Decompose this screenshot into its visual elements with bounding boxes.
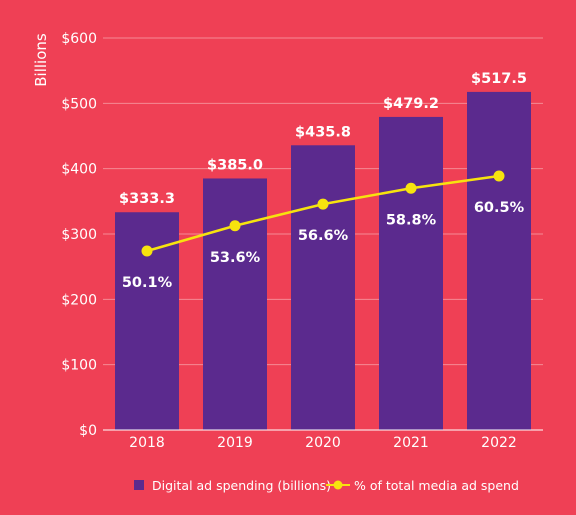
y-tick-label: $0 (79, 423, 97, 439)
y-tick-label: $400 (61, 162, 97, 178)
percentage-point (317, 198, 329, 210)
y-tick-label: $300 (61, 227, 97, 243)
percentage-point (229, 220, 241, 232)
bar (291, 145, 355, 430)
legend-bar-swatch (134, 480, 144, 490)
y-tick-label: $500 (61, 96, 97, 112)
x-axis-ticks: 2018 2019 2020 2021 2022 (129, 435, 517, 451)
percentage-point (405, 182, 417, 194)
percentage-label: 50.1% (122, 275, 173, 291)
bar (467, 91, 531, 431)
bar-value-label: $435.8 (295, 124, 351, 140)
percentage-point (493, 170, 505, 182)
x-tick-label: 2020 (305, 435, 341, 451)
y-tick-label: $600 (61, 31, 97, 47)
bar-value-label: $333.3 (119, 191, 175, 207)
legend-bar-label: Digital ad spending (billions) (152, 478, 331, 493)
y-axis-ticks: $0 $100 $200 $300 $400 $500 $600 (61, 31, 97, 439)
bar-value-labels: $333.3 $385.0 $435.8 $479.2 $517.5 (119, 71, 527, 207)
legend-line-label: % of total media ad spend (354, 478, 519, 493)
x-tick-label: 2022 (481, 435, 517, 451)
percentage-label: 56.6% (298, 228, 349, 244)
percentage-line (141, 170, 505, 257)
y-tick-label: $200 (61, 292, 97, 308)
percentage-labels: 50.1% 53.6% 56.6% 58.8% 60.5% (122, 200, 525, 291)
bars (115, 91, 531, 431)
y-tick-label: $100 (61, 358, 97, 374)
percentage-point (141, 245, 153, 257)
legend-line-marker (333, 480, 343, 490)
x-tick-label: 2021 (393, 435, 429, 451)
percentage-label: 58.8% (386, 212, 437, 228)
bar-value-label: $479.2 (383, 96, 439, 112)
y-axis-label: Billions (32, 33, 50, 87)
bar-value-label: $517.5 (471, 71, 527, 87)
bar-value-label: $385.0 (207, 157, 263, 173)
percentage-label: 53.6% (210, 250, 261, 266)
percentage-label: 60.5% (474, 200, 525, 216)
bar (379, 116, 443, 430)
bar (203, 178, 267, 430)
x-tick-label: 2018 (129, 435, 165, 451)
legend: Digital ad spending (billions) % of tota… (134, 478, 519, 493)
x-tick-label: 2019 (217, 435, 253, 451)
